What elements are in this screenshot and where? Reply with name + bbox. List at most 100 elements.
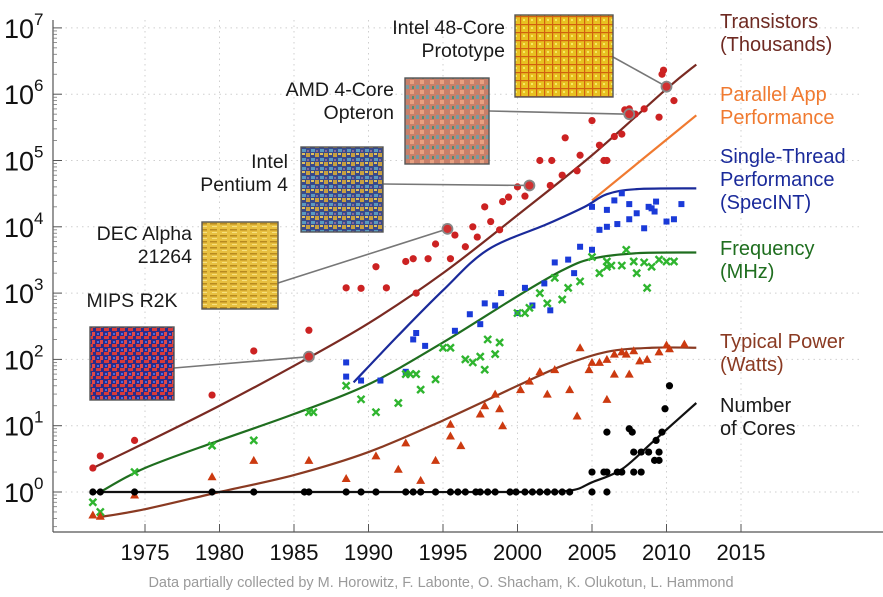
data-point [304, 455, 314, 464]
series-frequency-mhz [88, 245, 679, 517]
annotation-connector [382, 183, 530, 187]
y-tick-base: 10 [4, 14, 34, 44]
data-point [648, 205, 655, 212]
annotation-connector [173, 355, 309, 369]
data-point [629, 346, 639, 355]
data-point [629, 257, 639, 266]
legend-entry-typical-power-watts: Typical Power (Watts) [720, 331, 845, 376]
data-point [535, 288, 545, 298]
data-point [602, 262, 612, 272]
data-point [409, 488, 417, 496]
data-point [547, 307, 554, 314]
legend-line: (Watts) [720, 354, 784, 376]
data-point [95, 511, 105, 520]
legend-line: of Cores [720, 418, 796, 440]
x-tick-label: 1985 [270, 540, 319, 565]
data-point [521, 284, 528, 291]
data-point [496, 226, 504, 234]
data-point [411, 369, 421, 379]
data-point [207, 472, 217, 481]
data-point [475, 409, 485, 418]
data-point [577, 243, 584, 250]
annotation-intel-pentium-4: Intel Pentium 4 [200, 146, 536, 233]
annotation-mips-r2k: MIPS R2K [86, 290, 315, 401]
chip-label-line: MIPS R2K [86, 290, 177, 312]
data-point [515, 385, 525, 394]
data-point [446, 488, 455, 496]
chip-die-image [300, 146, 384, 233]
data-point [659, 66, 668, 74]
data-point [480, 401, 490, 410]
annotation-marker [660, 80, 673, 93]
data-point [602, 354, 612, 363]
y-tick-exponent: 1 [34, 408, 43, 427]
data-point [417, 488, 425, 496]
data-point [371, 451, 381, 460]
data-point [473, 233, 481, 241]
data-point [603, 223, 610, 230]
data-point [504, 193, 513, 201]
legend-line: (MHz) [720, 261, 774, 283]
data-point [551, 488, 559, 496]
data-point [588, 488, 596, 496]
series-single-thread-performance-specint [343, 190, 685, 384]
legend-line: Single-Thread [720, 146, 846, 168]
data-point [249, 455, 259, 464]
x-tick-label: 1995 [419, 540, 468, 565]
data-point [561, 134, 569, 142]
data-point [546, 181, 554, 190]
legend-line: Performance [720, 169, 835, 191]
chip-label-line: Prototype [422, 40, 505, 62]
data-point [630, 468, 638, 476]
data-point [630, 448, 638, 456]
y-tick-base: 10 [4, 412, 34, 442]
data-point [521, 488, 529, 496]
data-point [525, 303, 534, 313]
data-point [130, 467, 139, 477]
y-tick-exponent: 5 [34, 143, 43, 162]
data-point [96, 452, 104, 460]
data-point [536, 156, 544, 165]
y-tick-base: 10 [4, 80, 34, 110]
series-transistors-thousands [89, 66, 678, 472]
data-point [645, 448, 653, 456]
data-point [571, 270, 578, 277]
data-point [535, 367, 545, 376]
data-point [342, 488, 350, 496]
data-point [377, 377, 384, 384]
data-point [658, 428, 666, 436]
data-point [653, 198, 660, 205]
data-point [89, 464, 97, 472]
chip-label: AMD 4-Core Opteron [286, 79, 394, 124]
data-point [249, 436, 259, 445]
chip-die-image [514, 14, 614, 98]
data-point [498, 421, 508, 430]
data-point [490, 389, 500, 398]
data-point [491, 488, 499, 496]
data-point [487, 217, 495, 226]
data-point [402, 257, 410, 266]
annotation-connector [612, 56, 667, 88]
data-point [652, 436, 660, 445]
data-point [431, 455, 441, 464]
trend-line-frequency-mhz [99, 251, 697, 493]
y-tick-label: 101 [4, 408, 44, 442]
data-point [542, 299, 552, 308]
data-point [446, 255, 455, 263]
data-point [596, 226, 603, 233]
data-point [409, 255, 417, 263]
data-point [343, 373, 350, 380]
data-point [475, 352, 485, 362]
annotation-connector [277, 228, 448, 284]
legend-line: Parallel App [720, 84, 827, 106]
y-tick-base: 10 [4, 345, 34, 375]
data-point [632, 268, 642, 278]
legend-line: Frequency [720, 238, 815, 260]
data-point [669, 257, 679, 266]
legend-line: (SpecINT) [720, 192, 811, 214]
data-point [642, 354, 652, 363]
data-point [617, 261, 627, 270]
annotation-marker [441, 222, 454, 235]
